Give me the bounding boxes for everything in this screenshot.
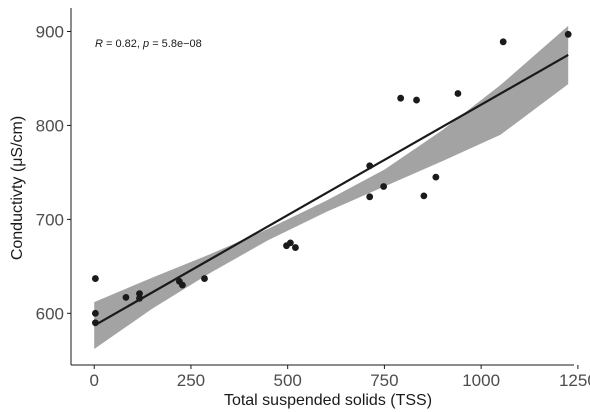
r-label: R: [95, 38, 103, 50]
y-axis-title: Conductivty (μS/cm): [9, 116, 26, 260]
data-point-13: [366, 193, 374, 201]
y-ticks: 600 700 800 900: [36, 22, 71, 323]
data-point-8: [201, 275, 208, 282]
data-point-16: [413, 96, 420, 104]
data-point-4: [136, 290, 143, 297]
data-point-3: [122, 293, 130, 301]
data-point-14: [380, 183, 388, 190]
regression-line-layer: [93, 54, 569, 327]
x-tick-label: 250: [177, 371, 205, 390]
y-tick-label: 800: [36, 116, 64, 135]
r-value: = 0.82,: [103, 38, 143, 50]
y-tick-label: 900: [36, 22, 64, 41]
x-tick-label: 750: [370, 371, 398, 390]
axes: [70, 8, 574, 366]
data-point-10: [286, 239, 294, 247]
data-point-15: [397, 94, 405, 102]
x-tick-label: 1250: [559, 371, 590, 390]
data-point-18: [432, 173, 440, 181]
data-point-7: [179, 281, 186, 289]
y-tick-label: 700: [36, 210, 64, 229]
points-layer: [91, 30, 572, 327]
data-point-19: [454, 90, 462, 97]
data-point-12: [366, 162, 374, 170]
x-tick-label: 1000: [462, 371, 500, 390]
data-point-20: [499, 38, 507, 46]
confidence-band-layer: [94, 25, 569, 350]
data-point-11: [292, 244, 299, 251]
x-ticks: 0 250 500 750 1000 1250: [89, 365, 590, 390]
confidence-band: [94, 25, 569, 350]
data-point-1: [91, 309, 99, 317]
data-point-2: [91, 319, 99, 327]
data-point-17: [420, 192, 428, 200]
data-point-5: [136, 294, 143, 302]
y-tick-label: 600: [36, 304, 64, 323]
data-point-0: [91, 275, 99, 282]
x-tick-label: 500: [273, 371, 301, 390]
regression-line: [93, 54, 569, 327]
p-label: p: [142, 38, 149, 50]
x-axis-title: Total suspended solids (TSS): [224, 392, 432, 409]
data-point-21: [564, 30, 572, 38]
correlation-annotation: R = 0.82, p = 5.8e−08: [95, 38, 202, 50]
x-tick-label: 0: [89, 371, 98, 390]
p-value: = 5.8e−08: [149, 38, 202, 50]
